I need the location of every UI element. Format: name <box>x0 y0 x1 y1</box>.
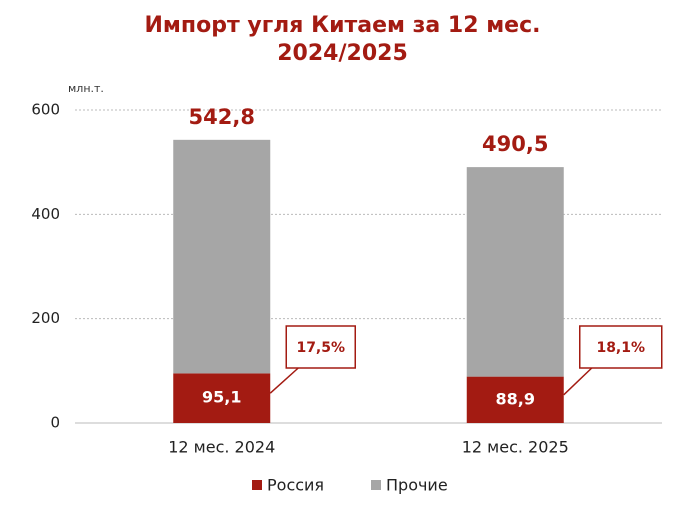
callout-box <box>285 325 356 369</box>
x-tick-label: 12 мес. 2024 <box>168 438 275 457</box>
bar-segment <box>173 373 271 423</box>
chart-title: Импорт угля Китаем за 12 мес. 2024/2025 <box>144 13 541 66</box>
share-label: 18,1% <box>596 340 645 356</box>
legend-label: Россия <box>267 476 324 495</box>
value-label: 88,9 <box>496 389 535 408</box>
y-tick-label: 400 <box>31 205 60 223</box>
y-tick-label: 200 <box>31 309 60 327</box>
legend-swatch <box>371 480 381 490</box>
share-label: 17,5% <box>296 340 345 356</box>
y-tick-label: 600 <box>31 101 60 119</box>
legend-swatch <box>252 480 262 490</box>
total-label: 542,8 <box>189 105 255 129</box>
bar-segment <box>466 376 564 423</box>
callout-line <box>563 367 593 396</box>
total-label: 490,5 <box>482 132 548 156</box>
y-tick-label: 0 <box>50 414 60 432</box>
unit-label: млн.т. <box>68 82 104 95</box>
callout-line <box>269 367 299 394</box>
callout-box <box>579 325 663 369</box>
bar-segment <box>173 139 271 374</box>
bar-segment <box>466 167 564 377</box>
title-box: Импорт угля Китаем за 12 мес. 2024/2025 <box>0 12 685 68</box>
value-label: 95,1 <box>202 388 241 407</box>
legend-label: Прочие <box>386 476 448 495</box>
x-tick-label: 12 мес. 2025 <box>462 438 569 457</box>
